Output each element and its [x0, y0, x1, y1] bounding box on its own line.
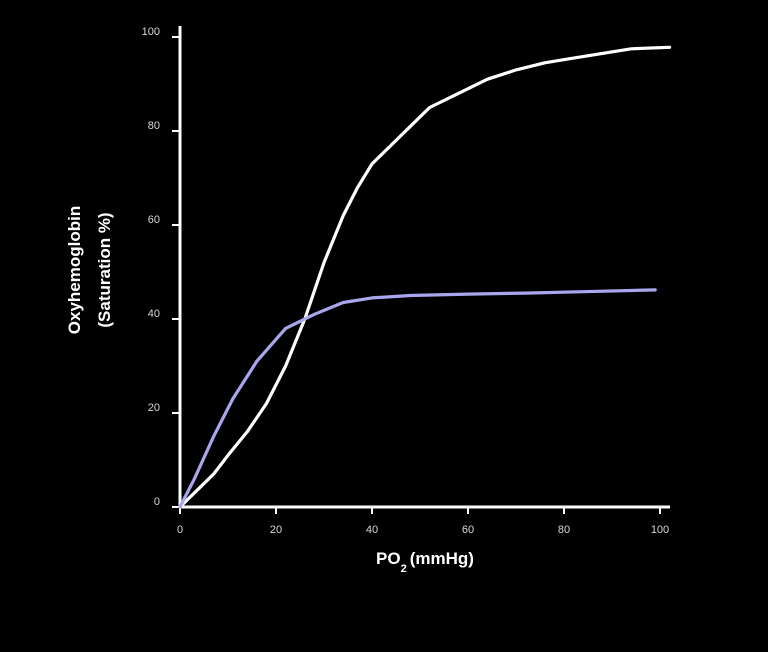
y-tick-label: 0 [154, 496, 160, 508]
y-tick-label: 100 [142, 26, 160, 38]
y-axis-label-line-1: Oxyhemoglobin [65, 206, 84, 334]
y-tick-label: 20 [148, 402, 160, 414]
y-tick-label: 80 [148, 120, 160, 132]
y-ticks: 0 20 40 60 80 100 [142, 26, 180, 508]
y-axis-label-line-2: (Saturation %) [95, 212, 114, 327]
axes [178, 26, 670, 509]
x-tick-label: 0 [177, 524, 183, 536]
x-tick-label: 80 [558, 524, 570, 536]
x-tick-label: 40 [366, 524, 378, 536]
y-tick-label: 40 [148, 308, 160, 320]
x-axis-label-main: PO [376, 549, 401, 568]
x-tick-label: 100 [651, 524, 669, 536]
y-axis-label: Oxyhemoglobin (Saturation %) [65, 206, 114, 334]
series-line-2 [178, 288, 657, 509]
x-tick-label: 60 [462, 524, 474, 536]
x-axis-label: PO2(mmHg) [376, 549, 474, 575]
series-line-1 [178, 45, 672, 509]
series-group [178, 45, 672, 509]
x-ticks: 0 20 40 60 80 100 [177, 507, 669, 536]
x-axis-label-subscript: 2 [401, 563, 407, 575]
x-axis-label-suffix: (mmHg) [410, 549, 474, 568]
x-tick-label: 20 [270, 524, 282, 536]
y-tick-label: 60 [148, 214, 160, 226]
